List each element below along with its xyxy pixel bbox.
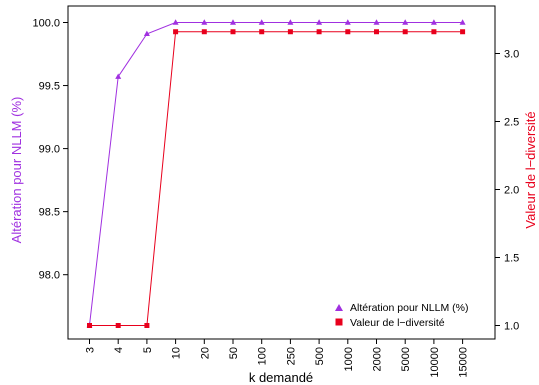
- data-point-triangle: [373, 19, 380, 25]
- data-point-square: [201, 29, 207, 35]
- right-tick-label: 1.5: [504, 253, 519, 265]
- data-point-square: [316, 29, 322, 35]
- right-tick-label: 2.0: [504, 185, 519, 197]
- x-tick-label: 15000: [458, 347, 470, 378]
- series-line: [89, 31, 463, 326]
- left-tick-label: 99.0: [39, 144, 60, 156]
- data-point-square: [287, 29, 293, 35]
- left-tick-label: 98.5: [39, 207, 60, 219]
- x-tick-label: 50: [228, 347, 240, 359]
- data-point-triangle: [230, 19, 236, 25]
- x-tick-label: 10000: [429, 347, 441, 378]
- data-point-triangle: [344, 19, 351, 25]
- data-point-square: [144, 323, 150, 328]
- data-point-triangle: [459, 19, 466, 25]
- data-point-triangle: [430, 19, 437, 25]
- x-tick-label: 3: [85, 347, 97, 353]
- data-point-square: [431, 29, 437, 35]
- data-point-square: [345, 29, 351, 35]
- legend-marker-triangle: [335, 304, 343, 311]
- data-point-triangle: [258, 19, 265, 25]
- data-point-triangle: [172, 19, 179, 25]
- data-point-square: [460, 29, 466, 35]
- x-tick-label: 250: [285, 347, 297, 365]
- right-tick-label: 2.5: [504, 117, 519, 129]
- series-layer: [86, 19, 466, 328]
- x-axis-title: k demandé: [249, 370, 313, 385]
- data-point-triangle: [143, 30, 150, 37]
- data-point-square: [259, 29, 265, 35]
- right-tick-label: 1.0: [504, 321, 519, 333]
- x-tick-label: 100: [257, 347, 269, 365]
- legend-label-alteration: Altération pour NLLM (%): [350, 302, 468, 314]
- data-point-square: [230, 29, 236, 35]
- data-point-triangle: [287, 19, 294, 25]
- data-point-triangle: [402, 19, 409, 25]
- data-point-square: [402, 29, 408, 35]
- y-axis-right-title: Valeur de l−diversité: [523, 111, 538, 228]
- legend-label-diversite: Valeur de l−diversité: [350, 317, 445, 329]
- data-point-square: [87, 323, 92, 328]
- y-axis-left-title: Altération pour NLLM (%): [9, 97, 24, 244]
- data-point-triangle: [201, 19, 208, 25]
- x-tick-label: 2000: [372, 347, 384, 371]
- series-line: [89, 22, 463, 326]
- legend: Altération pour NLLM (%) Valeur de l−div…: [335, 302, 468, 329]
- data-point-square: [374, 29, 379, 35]
- left-tick-label: 98.0: [39, 270, 60, 282]
- x-tick-label: 5000: [400, 347, 412, 371]
- x-tick-label: 20: [199, 347, 211, 359]
- data-point-square: [173, 29, 179, 35]
- data-point-square: [115, 323, 121, 328]
- left-axis: 98.0 98.5 99.0 99.5 100.0: [32, 18, 68, 282]
- left-tick-label: 99.5: [39, 81, 60, 93]
- x-axis: 3 4 5 10 20 50 100 250 500 1000 2000 5000 10000 15000: [85, 339, 470, 378]
- left-tick-label: 100.0: [32, 18, 60, 30]
- data-point-triangle: [115, 73, 122, 79]
- legend-marker-square: [335, 318, 343, 326]
- x-tick-label: 500: [314, 347, 326, 365]
- data-point-triangle: [316, 19, 323, 25]
- x-tick-label: 4: [113, 347, 125, 353]
- right-axis: 1.0 1.5 2.0 2.5 3.0: [495, 49, 519, 333]
- right-tick-label: 3.0: [504, 49, 519, 61]
- plot-frame: [67, 5, 496, 340]
- x-tick-label: 1000: [343, 347, 355, 371]
- x-tick-label: 5: [142, 347, 154, 353]
- x-tick-label: 10: [171, 347, 183, 359]
